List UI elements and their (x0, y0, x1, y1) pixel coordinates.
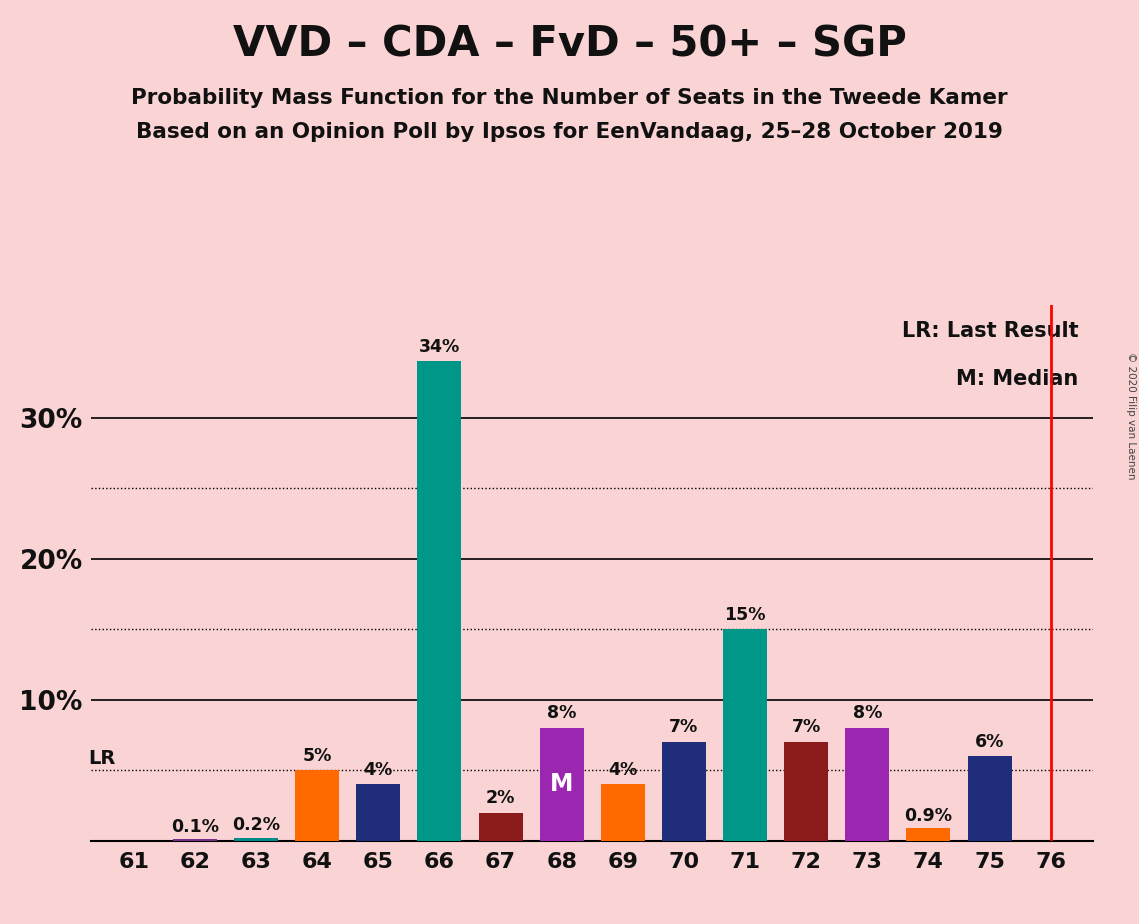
Bar (235, 838, 278, 841)
Text: 7%: 7% (792, 719, 821, 736)
Bar (478, 812, 523, 841)
Text: M: M (550, 772, 573, 796)
Bar (173, 839, 218, 841)
Text: © 2020 Filip van Laenen: © 2020 Filip van Laenen (1126, 352, 1136, 480)
Text: 0.9%: 0.9% (904, 807, 952, 824)
Bar (295, 771, 339, 841)
Text: LR: LR (88, 748, 115, 768)
Bar (357, 784, 401, 841)
Bar (662, 742, 706, 841)
Bar (723, 629, 767, 841)
Bar (601, 784, 645, 841)
Text: 34%: 34% (419, 337, 460, 356)
Text: 8%: 8% (547, 704, 576, 723)
Bar (907, 828, 950, 841)
Bar (540, 728, 583, 841)
Text: M: Median: M: Median (956, 370, 1079, 389)
Text: Probability Mass Function for the Number of Seats in the Tweede Kamer: Probability Mass Function for the Number… (131, 88, 1008, 108)
Text: 15%: 15% (724, 605, 765, 624)
Text: 8%: 8% (853, 704, 882, 723)
Text: LR: Last Result: LR: Last Result (902, 321, 1079, 341)
Text: 4%: 4% (608, 760, 638, 779)
Text: 5%: 5% (303, 747, 331, 765)
Text: 4%: 4% (363, 760, 393, 779)
Text: VVD – CDA – FvD – 50+ – SGP: VVD – CDA – FvD – 50+ – SGP (232, 23, 907, 65)
Text: 0.2%: 0.2% (232, 817, 280, 834)
Text: 0.1%: 0.1% (171, 818, 219, 836)
Text: 2%: 2% (486, 789, 515, 807)
Text: 7%: 7% (670, 719, 698, 736)
Text: 6%: 6% (975, 733, 1005, 750)
Bar (784, 742, 828, 841)
Text: Based on an Opinion Poll by Ipsos for EenVandaag, 25–28 October 2019: Based on an Opinion Poll by Ipsos for Ee… (136, 122, 1003, 142)
Bar (418, 361, 461, 841)
Bar (967, 756, 1011, 841)
Bar (845, 728, 890, 841)
